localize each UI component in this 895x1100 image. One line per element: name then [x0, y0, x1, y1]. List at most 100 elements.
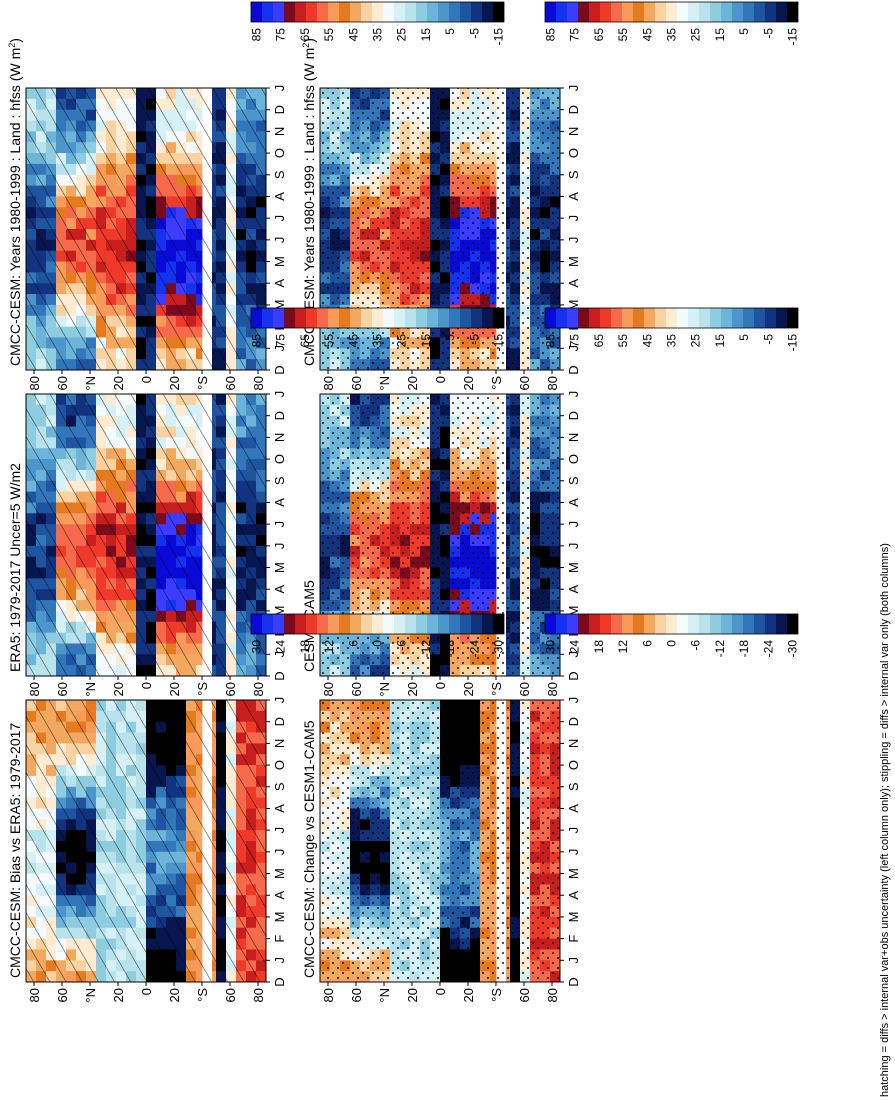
- colorbar-label: -5: [467, 28, 481, 39]
- month-tick-label: J: [566, 215, 581, 222]
- footnote: hatching = diffs > internal var+obs unce…: [879, 543, 891, 1097]
- colorbar-label: 75: [274, 28, 288, 42]
- colorbar-swatch: [361, 614, 372, 634]
- colorbar-swatch: [482, 2, 493, 22]
- month-tick-label: D: [566, 977, 581, 986]
- panel-title: CMCC-CESM: Years 1980-1999 : Land : hfss…: [301, 38, 317, 366]
- colorbar-swatch: [677, 308, 688, 328]
- colorbar-swatch: [721, 614, 732, 634]
- lat-tick-label: °S: [489, 682, 504, 696]
- colorbar-swatch: [732, 308, 743, 328]
- lat-tick-label: 20: [167, 682, 182, 696]
- month-tick-label: J: [272, 827, 287, 834]
- month-tick-label: S: [566, 476, 581, 485]
- lat-tick-label: 20: [405, 682, 420, 696]
- month-tick-label: F: [566, 935, 581, 943]
- colorbar-swatch: [787, 614, 798, 634]
- colorbar-swatch: [545, 2, 556, 22]
- colorbar-label: 25: [395, 28, 409, 42]
- colorbar-label: 5: [737, 28, 751, 35]
- month-tick-label: S: [566, 170, 581, 179]
- colorbar-swatch: [754, 614, 765, 634]
- colorbar-swatch: [699, 614, 710, 634]
- colorbar-swatch: [284, 308, 295, 328]
- colorbar-swatch: [493, 614, 504, 634]
- colorbar-label: -24: [761, 640, 775, 658]
- colorbar-swatch: [350, 308, 361, 328]
- lat-tick-label: 80: [27, 376, 42, 390]
- lat-tick-label: °S: [195, 682, 210, 696]
- lat-tick-label: 60: [55, 682, 70, 696]
- colorbar-swatch: [655, 308, 666, 328]
- lat-tick-label: 0: [433, 988, 448, 995]
- colorbar-swatch: [493, 308, 504, 328]
- colorbar-swatch: [677, 2, 688, 22]
- lat-tick-label: 80: [251, 988, 266, 1002]
- colorbar-swatch: [251, 308, 262, 328]
- lat-tick-label: 20: [461, 376, 476, 390]
- panel-title: CMCC-CESM: Bias vs ERA5: 1979-2017: [7, 723, 23, 978]
- colorbar-swatch: [273, 308, 284, 328]
- panel-4: 80 60 °N 20 0 20 °S 60 80DJFMAMJJASONDJCMCC-CESM…: [7, 613, 506, 1003]
- colorbar-swatch: [438, 308, 449, 328]
- colorbar-swatch: [328, 614, 339, 634]
- colorbar-swatch: [776, 2, 787, 22]
- lat-tick-label: °N: [377, 376, 392, 391]
- colorbar-label: 35: [665, 334, 679, 348]
- colorbar-swatch: [578, 614, 589, 634]
- colorbar-label: 55: [322, 28, 336, 42]
- month-tick-label: A: [566, 192, 581, 201]
- lat-tick-label: 0: [139, 682, 154, 689]
- colorbar-label: 12: [616, 640, 630, 654]
- colorbar-swatch: [688, 308, 699, 328]
- colorbar-label: 85: [250, 28, 264, 42]
- lat-tick-label: 20: [167, 376, 182, 390]
- colorbar-swatch: [449, 308, 460, 328]
- month-tick-label: S: [272, 782, 287, 791]
- lat-tick-label: °S: [195, 376, 210, 390]
- colorbar-swatch: [589, 308, 600, 328]
- colorbar-swatch: [273, 2, 284, 22]
- colorbar-swatch: [589, 614, 600, 634]
- lat-tick-labels: 80 60 °N 20 0 20 °S 60 80: [321, 982, 560, 1003]
- colorbar-swatch: [284, 614, 295, 634]
- colorbar-label: 75: [568, 28, 582, 42]
- colorbar-label: -6: [395, 640, 409, 651]
- month-tick-label: J: [566, 651, 581, 658]
- footnote-group: hatching = diffs > internal var+obs unce…: [879, 543, 891, 1097]
- month-tick-label: S: [272, 170, 287, 179]
- month-tick-label: J: [566, 85, 581, 92]
- colorbar-label: 65: [592, 28, 606, 42]
- lat-tick-label: 80: [321, 682, 336, 696]
- colorbar-swatch: [765, 308, 776, 328]
- month-tick-label: M: [566, 300, 581, 311]
- colorbar-label: 35: [665, 28, 679, 42]
- colorbar-label: -5: [761, 28, 775, 39]
- colorbar-label: 25: [689, 28, 703, 42]
- colorbar-swatch: [732, 614, 743, 634]
- colorbar-label: 18: [298, 640, 312, 654]
- colorbar-label: -12: [713, 640, 727, 658]
- colorbar-swatch: [471, 308, 482, 328]
- colorbar-label: 55: [616, 334, 630, 348]
- colorbar-swatch: [776, 308, 787, 328]
- colorbar-label: 35: [371, 334, 385, 348]
- colorbar-1: 85 75 65 55 45 35 25 15 5 -5 -15: [544, 1, 800, 45]
- colorbar-swatch: [754, 2, 765, 22]
- colorbar-swatch: [262, 614, 273, 634]
- lat-tick-label: °S: [195, 988, 210, 1002]
- month-tick-labels: D J F M A M J J A S O N D J: [266, 697, 287, 987]
- month-tick-label: D: [566, 365, 581, 374]
- colorbar-swatch: [361, 308, 372, 328]
- month-tick-label: J: [566, 697, 581, 704]
- colorbar-label: 0: [371, 640, 385, 647]
- colorbar-2: 85 75 65 55 45 35 25 15 5 -5 -15: [250, 307, 506, 351]
- month-tick-label: D: [272, 717, 287, 726]
- colorbar-swatch: [482, 308, 493, 328]
- colorbar-swatch: [633, 308, 644, 328]
- colorbar-label: 25: [395, 334, 409, 348]
- month-tick-label: M: [272, 912, 287, 923]
- colorbar-swatch: [350, 614, 361, 634]
- colorbar-swatch: [743, 614, 754, 634]
